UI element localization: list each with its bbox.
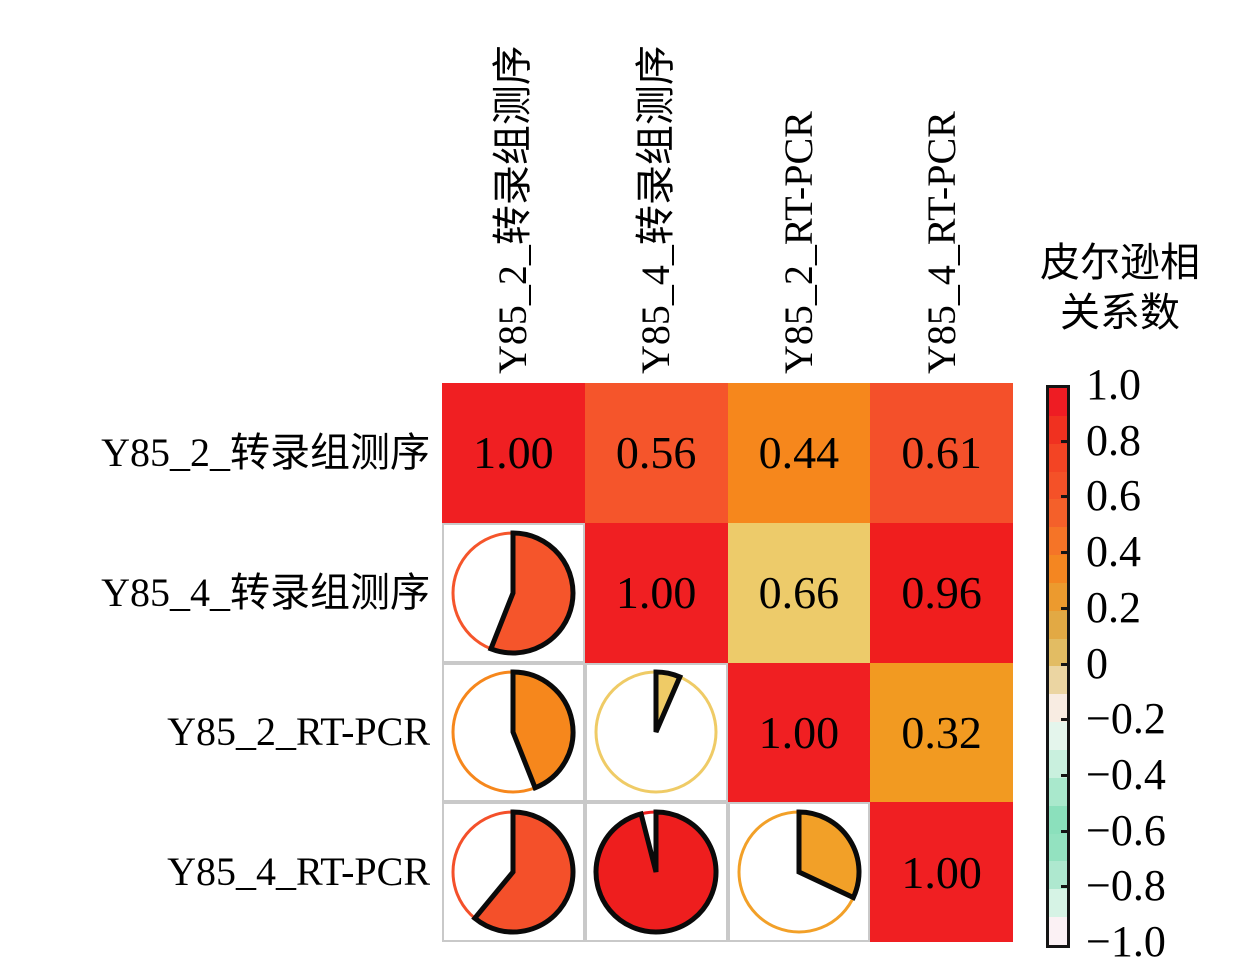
row-label: Y85_2_转录组测序 xyxy=(101,429,430,475)
colorbar-segment xyxy=(1049,917,1067,945)
colorbar-tick-label: 0.6 xyxy=(1086,471,1141,521)
row-label: Y85_2_RT-PCR xyxy=(167,709,430,755)
colorbar-segment xyxy=(1049,889,1067,918)
column-label: Y85_4_RT-PCR xyxy=(918,111,964,374)
correlation-pie-glyph xyxy=(451,669,576,794)
colorbar-tick-label: 0.2 xyxy=(1086,582,1141,632)
matrix-cell-value: 1.00 xyxy=(442,383,585,523)
colorbar-tick-mark xyxy=(1061,551,1069,555)
row-label: Y85_4_RT-PCR xyxy=(167,849,430,895)
colorbar-tick-label: −0.2 xyxy=(1086,694,1166,744)
colorbar-segment xyxy=(1049,443,1067,472)
matrix-cell-value: 1.00 xyxy=(870,802,1013,942)
colorbar-segment xyxy=(1049,861,1067,890)
colorbar-segment xyxy=(1049,777,1067,806)
colorbar-segment xyxy=(1049,666,1067,695)
matrix-cell-pie xyxy=(727,802,871,942)
matrix-cell-pie xyxy=(584,802,728,942)
matrix-cell-value: 0.56 xyxy=(584,383,728,523)
matrix-cell-pie xyxy=(442,662,585,803)
colorbar-segment xyxy=(1049,694,1067,723)
correlation-pie-glyph xyxy=(451,530,576,656)
colorbar-tick-label: 0 xyxy=(1086,638,1108,688)
correlation-pie-glyph xyxy=(594,669,718,794)
colorbar-segment xyxy=(1049,527,1067,556)
colorbar-segment xyxy=(1049,582,1067,611)
column-label: Y85_2_转录组测序 xyxy=(490,45,536,374)
colorbar-tick-label: 0.8 xyxy=(1086,415,1141,465)
legend-title-line2: 关系数 xyxy=(1060,290,1180,335)
colorbar-segment xyxy=(1049,415,1067,444)
matrix-cell-pie xyxy=(442,802,585,942)
colorbar xyxy=(1046,385,1070,948)
colorbar-segment xyxy=(1049,722,1067,750)
correlation-pie-glyph xyxy=(737,809,862,934)
colorbar-tick-mark xyxy=(1061,439,1069,443)
correlation-pie-glyph xyxy=(451,809,576,935)
colorbar-segment xyxy=(1049,388,1067,416)
colorbar-segment xyxy=(1049,499,1067,528)
matrix-cell-value: 1.00 xyxy=(727,662,871,803)
colorbar-tick-mark xyxy=(1061,606,1069,610)
matrix-cell-value: 0.61 xyxy=(870,383,1013,523)
column-label: Y85_2_RT-PCR xyxy=(775,111,821,374)
row-label: Y85_4_转录组测序 xyxy=(101,569,430,615)
correlation-pie-glyph xyxy=(593,809,719,935)
colorbar-tick-mark xyxy=(1061,495,1069,499)
colorbar-segment xyxy=(1049,610,1067,639)
colorbar-tick-mark xyxy=(1061,773,1069,777)
matrix-cell-pie xyxy=(584,662,728,803)
matrix-cell-value: 0.44 xyxy=(727,383,871,523)
legend-title-line1: 皮尔逊相 xyxy=(1040,240,1200,285)
matrix-cell-pie xyxy=(442,522,585,663)
colorbar-segment xyxy=(1049,805,1067,834)
matrix-cell-value: 1.00 xyxy=(584,522,728,663)
colorbar-segment xyxy=(1049,638,1067,667)
matrix-cell-value: 0.96 xyxy=(870,522,1013,663)
correlation-matrix: 1.00 0.56 0.44 0.61 1.00 0.66 0.96 1.00 0.32 1.00 xyxy=(442,383,1013,942)
matrix-cell-value: 0.66 xyxy=(727,522,871,663)
legend-title: 皮尔逊相 关系数 xyxy=(1000,238,1240,338)
colorbar-segment xyxy=(1049,471,1067,500)
colorbar-tick-label: −0.6 xyxy=(1086,805,1166,855)
colorbar-tick-label: −0.8 xyxy=(1086,861,1166,911)
colorbar-tick-mark xyxy=(1061,829,1069,833)
matrix-cell-value: 0.32 xyxy=(870,662,1013,803)
colorbar-tick-label: −0.4 xyxy=(1086,749,1166,799)
colorbar-segment xyxy=(1049,833,1067,862)
column-label: Y85_4_转录组测序 xyxy=(633,45,679,374)
colorbar-tick-label: −1.0 xyxy=(1086,917,1166,966)
colorbar-tick-label: 1.0 xyxy=(1086,360,1141,409)
colorbar-tick-label: 0.4 xyxy=(1086,527,1141,577)
colorbar-tick-mark xyxy=(1061,718,1069,722)
colorbar-segment xyxy=(1049,555,1067,583)
colorbar-tick-mark xyxy=(1061,662,1069,666)
colorbar-tick-mark xyxy=(1061,885,1069,889)
colorbar-segment xyxy=(1049,749,1067,778)
